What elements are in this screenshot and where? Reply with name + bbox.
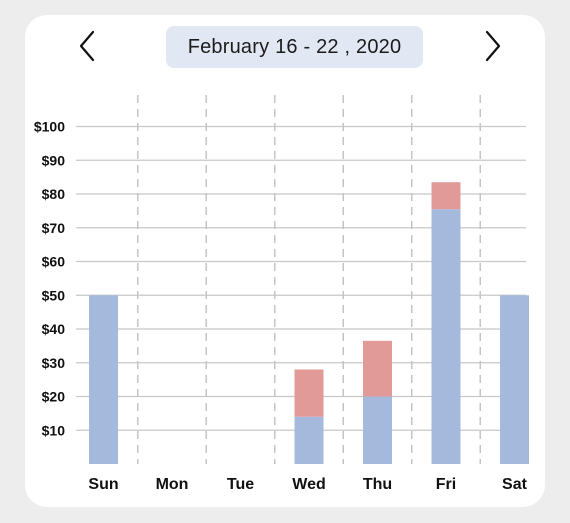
x-category-label: Mon: [156, 476, 189, 493]
next-week-button[interactable]: [477, 28, 507, 64]
bar-wed-series-2[interactable]: [294, 369, 324, 417]
bar-thu-series-2[interactable]: [363, 340, 392, 397]
y-tick-label: $50: [42, 287, 66, 303]
x-category-label: Fri: [436, 476, 456, 493]
x-axis-categories: Sun Mon Tue Wed Thu Fri Sat: [88, 476, 527, 493]
bar-fri-series-1[interactable]: [431, 209, 461, 464]
x-category-label: Thu: [363, 476, 392, 493]
y-tick-label: $40: [42, 321, 66, 337]
x-category-label: Sun: [88, 476, 118, 493]
chevron-right-icon: [485, 30, 501, 62]
day-dividers: [137, 95, 481, 464]
bar-fri-series-2[interactable]: [431, 182, 461, 210]
y-tick-label: $30: [42, 355, 66, 371]
x-category-label: Wed: [292, 476, 325, 493]
previous-week-button[interactable]: [73, 28, 103, 64]
bars: [89, 182, 529, 464]
x-category-label: Tue: [227, 476, 254, 493]
bar-sun-series-1[interactable]: [89, 295, 118, 464]
y-axis-ticks: $10 $20 $30 $40 $50 $60 $70 $80 $90 $100: [34, 119, 65, 439]
y-tick-label: $10: [42, 422, 66, 438]
y-tick-label: $20: [42, 389, 66, 405]
bar-thu-series-1[interactable]: [363, 396, 392, 465]
chevron-left-icon: [79, 30, 95, 62]
y-tick-label: $80: [42, 186, 66, 202]
bar-sat-series-1[interactable]: [500, 295, 529, 464]
y-tick-label: $60: [42, 254, 66, 270]
date-range-label[interactable]: February 16 - 22 , 2020: [166, 26, 423, 68]
x-category-label: Sat: [502, 476, 528, 493]
y-tick-label: $70: [42, 220, 66, 236]
bar-wed-series-1[interactable]: [294, 416, 324, 464]
y-tick-label: $90: [42, 152, 66, 168]
y-tick-label: $100: [34, 119, 65, 135]
